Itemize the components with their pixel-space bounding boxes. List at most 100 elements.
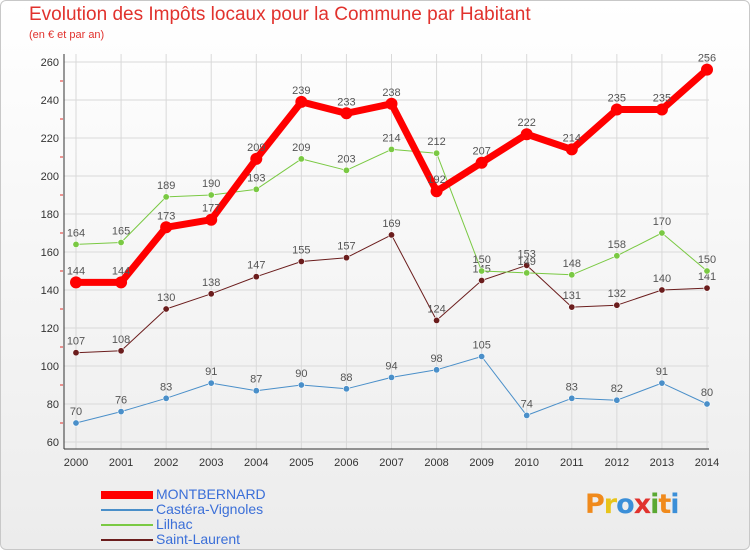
data-label-cast-ra-vignoles: 94	[385, 360, 397, 372]
data-label-montbernard: 209	[247, 142, 265, 154]
data-label-lilhac: 190	[202, 178, 220, 190]
logo-letter: P	[585, 489, 605, 520]
logo-letter: i	[650, 489, 659, 520]
data-point-lilhac	[658, 229, 666, 237]
data-point-saint-laurent	[523, 261, 531, 269]
data-point-lilhac	[72, 240, 80, 248]
data-point-cast-ra-vignoles	[117, 408, 125, 416]
data-label-cast-ra-vignoles: 90	[295, 368, 307, 380]
legend-swatch	[101, 508, 153, 511]
data-point-montbernard	[385, 97, 398, 110]
data-label-saint-laurent: 153	[518, 248, 536, 260]
data-point-saint-laurent	[252, 273, 260, 281]
data-label-saint-laurent: 107	[67, 336, 85, 348]
data-point-cast-ra-vignoles	[613, 396, 621, 404]
data-label-saint-laurent: 132	[608, 288, 626, 300]
data-label-lilhac: 212	[427, 136, 445, 148]
data-label-montbernard: 192	[427, 174, 445, 186]
data-label-lilhac: 148	[563, 258, 581, 270]
data-label-lilhac: 193	[247, 172, 265, 184]
data-label-cast-ra-vignoles: 91	[205, 366, 217, 378]
logo-letter: t	[658, 489, 671, 520]
x-tick-label: 2013	[650, 457, 674, 469]
x-tick-label: 2007	[379, 457, 403, 469]
y-tick-label: 80	[47, 399, 59, 411]
chart-subtitle: (en € et par an)	[29, 29, 105, 41]
data-point-montbernard	[610, 103, 623, 116]
data-point-montbernard	[655, 103, 668, 116]
data-point-cast-ra-vignoles	[72, 419, 80, 427]
data-label-cast-ra-vignoles: 83	[160, 381, 172, 393]
data-label-lilhac: 203	[337, 153, 355, 165]
y-tick-label: 240	[41, 95, 59, 107]
data-point-saint-laurent	[387, 231, 395, 239]
legend-swatch	[101, 523, 153, 526]
data-point-montbernard	[340, 107, 353, 120]
data-point-montbernard	[70, 276, 82, 289]
data-label-montbernard: 177	[202, 203, 220, 215]
data-point-saint-laurent	[117, 347, 125, 355]
data-point-cast-ra-vignoles	[297, 381, 305, 389]
data-point-saint-laurent	[613, 301, 621, 309]
legend-label: Lilhac	[156, 516, 193, 532]
x-tick-label: 2000	[64, 457, 88, 469]
data-point-lilhac	[387, 145, 395, 153]
logo-letter: r	[603, 489, 617, 520]
data-point-saint-laurent	[72, 349, 80, 357]
data-label-montbernard: 235	[608, 93, 626, 105]
y-tick-label: 180	[41, 209, 59, 221]
data-label-saint-laurent: 138	[202, 277, 220, 289]
y-tick-label: 140	[41, 285, 59, 297]
data-point-lilhac	[478, 267, 486, 275]
data-label-montbernard: 207	[472, 146, 490, 158]
data-label-cast-ra-vignoles: 88	[340, 372, 352, 384]
data-label-cast-ra-vignoles: 87	[250, 374, 262, 386]
data-label-lilhac: 149	[518, 256, 536, 268]
y-tick-label: 160	[41, 247, 59, 259]
y-tick-label: 260	[41, 57, 59, 69]
data-label-cast-ra-vignoles: 98	[430, 353, 442, 365]
x-tick-label: 2004	[244, 457, 268, 469]
data-label-cast-ra-vignoles: 80	[701, 387, 713, 399]
x-tick-label: 2005	[289, 457, 313, 469]
data-point-lilhac	[568, 271, 576, 279]
data-point-montbernard	[701, 63, 713, 76]
legend-swatch	[101, 538, 153, 541]
data-label-lilhac: 189	[157, 180, 175, 192]
data-point-lilhac	[252, 185, 260, 193]
x-tick-label: 2003	[199, 457, 223, 469]
data-point-cast-ra-vignoles	[342, 385, 350, 393]
x-tick-label: 2008	[424, 457, 448, 469]
data-point-cast-ra-vignoles	[568, 394, 576, 402]
data-point-saint-laurent	[568, 303, 576, 311]
legend-item: MONTBERNARD	[101, 487, 266, 502]
data-point-saint-laurent	[433, 316, 441, 324]
y-tick-label: 120	[41, 323, 59, 335]
data-point-cast-ra-vignoles	[658, 379, 666, 387]
data-point-cast-ra-vignoles	[387, 373, 395, 381]
data-point-cast-ra-vignoles	[703, 400, 711, 408]
data-point-montbernard	[115, 276, 128, 289]
data-point-saint-laurent	[342, 254, 350, 262]
x-tick-label: 2006	[334, 457, 358, 469]
data-label-saint-laurent: 108	[112, 334, 130, 346]
x-tick-label: 2010	[514, 457, 538, 469]
data-label-cast-ra-vignoles: 76	[115, 395, 127, 407]
data-label-saint-laurent: 155	[292, 245, 310, 257]
data-point-cast-ra-vignoles	[162, 394, 170, 402]
data-label-cast-ra-vignoles: 70	[70, 406, 82, 418]
data-point-cast-ra-vignoles	[478, 352, 486, 360]
x-tick-label: 2002	[154, 457, 178, 469]
data-label-saint-laurent: 131	[563, 290, 581, 302]
chart-title: Evolution des Impôts locaux pour la Comm…	[29, 4, 531, 25]
legend-item: Saint-Laurent	[101, 532, 266, 547]
legend-label: MONTBERNARD	[156, 486, 266, 502]
data-point-lilhac	[117, 239, 125, 247]
data-point-saint-laurent	[162, 305, 170, 313]
data-point-lilhac	[342, 166, 350, 174]
y-tick-label: 200	[41, 171, 59, 183]
legend-swatch	[101, 490, 153, 499]
legend-label: Castéra-Vignoles	[156, 501, 264, 517]
data-label-saint-laurent: 157	[337, 241, 355, 253]
